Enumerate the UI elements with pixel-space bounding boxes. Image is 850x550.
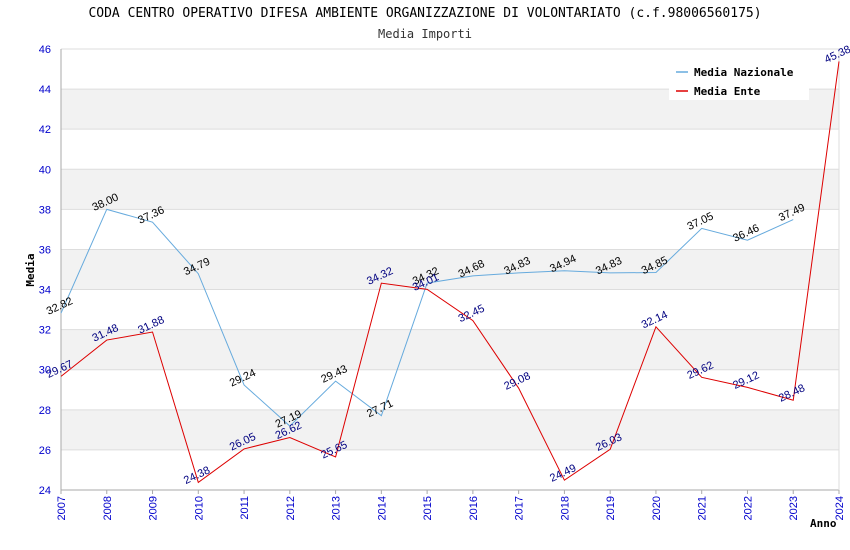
x-tick-label: 2010 xyxy=(193,496,205,520)
x-tick-label: 2009 xyxy=(148,496,160,520)
x-tick-label: 2018 xyxy=(559,496,571,520)
y-tick-label: 28 xyxy=(39,405,51,417)
x-tick-label: 2014 xyxy=(376,496,388,520)
x-tick-label: 2008 xyxy=(102,496,114,520)
chart-subtitle: Media Importi xyxy=(378,27,472,41)
data-label: 24.38 xyxy=(182,464,212,487)
grid-bands xyxy=(61,89,839,450)
y-tick-label: 42 xyxy=(39,124,51,136)
x-axis-label: Anno xyxy=(810,517,837,530)
x-tick-label: 2011 xyxy=(239,496,251,520)
x-tick-label: 2016 xyxy=(468,496,480,520)
grid-band xyxy=(61,249,839,290)
y-tick-label: 24 xyxy=(39,485,51,497)
x-tick-label: 2024 xyxy=(834,496,846,520)
data-label: 29.24 xyxy=(228,367,258,390)
data-label: 32.14 xyxy=(640,309,670,332)
series-line-media-ente xyxy=(60,61,840,484)
y-axis-label: Media xyxy=(24,253,37,286)
legend-label: Media Ente xyxy=(694,85,761,98)
y-tick-label: 38 xyxy=(39,204,51,216)
legend-box xyxy=(669,60,809,100)
data-label: 32.82 xyxy=(45,295,75,318)
y-tick-label: 34 xyxy=(39,285,51,297)
data-label: 45.38 xyxy=(823,43,850,66)
x-tick-label: 2022 xyxy=(742,496,754,520)
data-label: 29.08 xyxy=(502,370,532,393)
data-label: 28.48 xyxy=(777,382,807,405)
x-tick-label: 2021 xyxy=(697,496,709,520)
chart-title: CODA CENTRO OPERATIVO DIFESA AMBIENTE OR… xyxy=(88,6,762,21)
x-tick-label: 2019 xyxy=(605,496,617,520)
x-ticks: 2007 2008 2009 2010 2011 2012 2013 2014 2015 2016… xyxy=(56,490,846,520)
x-tick-label: 2012 xyxy=(285,496,297,520)
x-tick-label: 2007 xyxy=(56,496,68,520)
x-tick-label: 2020 xyxy=(651,496,663,520)
series-line-media-nazionale xyxy=(60,208,794,427)
data-label: 24.49 xyxy=(548,462,578,485)
x-tick-label: 2023 xyxy=(788,496,800,520)
y-tick-label: 26 xyxy=(39,445,51,457)
legend: Media Nazionale Media Ente xyxy=(669,60,809,100)
x-tick-label: 2015 xyxy=(422,496,434,520)
grid-band xyxy=(61,329,839,370)
data-label: 29.12 xyxy=(731,369,761,392)
y-tick-label: 40 xyxy=(39,164,51,176)
grid-band xyxy=(61,409,839,450)
y-tick-label: 44 xyxy=(39,84,51,96)
series-lines xyxy=(60,61,840,484)
grid-band xyxy=(61,169,839,210)
axes xyxy=(60,49,840,491)
y-ticks: 24 26 28 30 32 34 36 38 40 42 44 46 xyxy=(39,44,51,497)
y-tick-label: 36 xyxy=(39,244,51,256)
x-tick-label: 2013 xyxy=(331,496,343,520)
y-tick-label: 30 xyxy=(39,365,51,377)
legend-label: Media Nazionale xyxy=(694,66,794,79)
y-tick-label: 32 xyxy=(39,325,51,337)
data-label: 29.67 xyxy=(45,358,75,381)
y-tick-label: 46 xyxy=(39,44,51,56)
data-label: 32.45 xyxy=(457,303,487,326)
x-tick-label: 2017 xyxy=(514,496,526,520)
data-label: 36.46 xyxy=(731,222,761,245)
